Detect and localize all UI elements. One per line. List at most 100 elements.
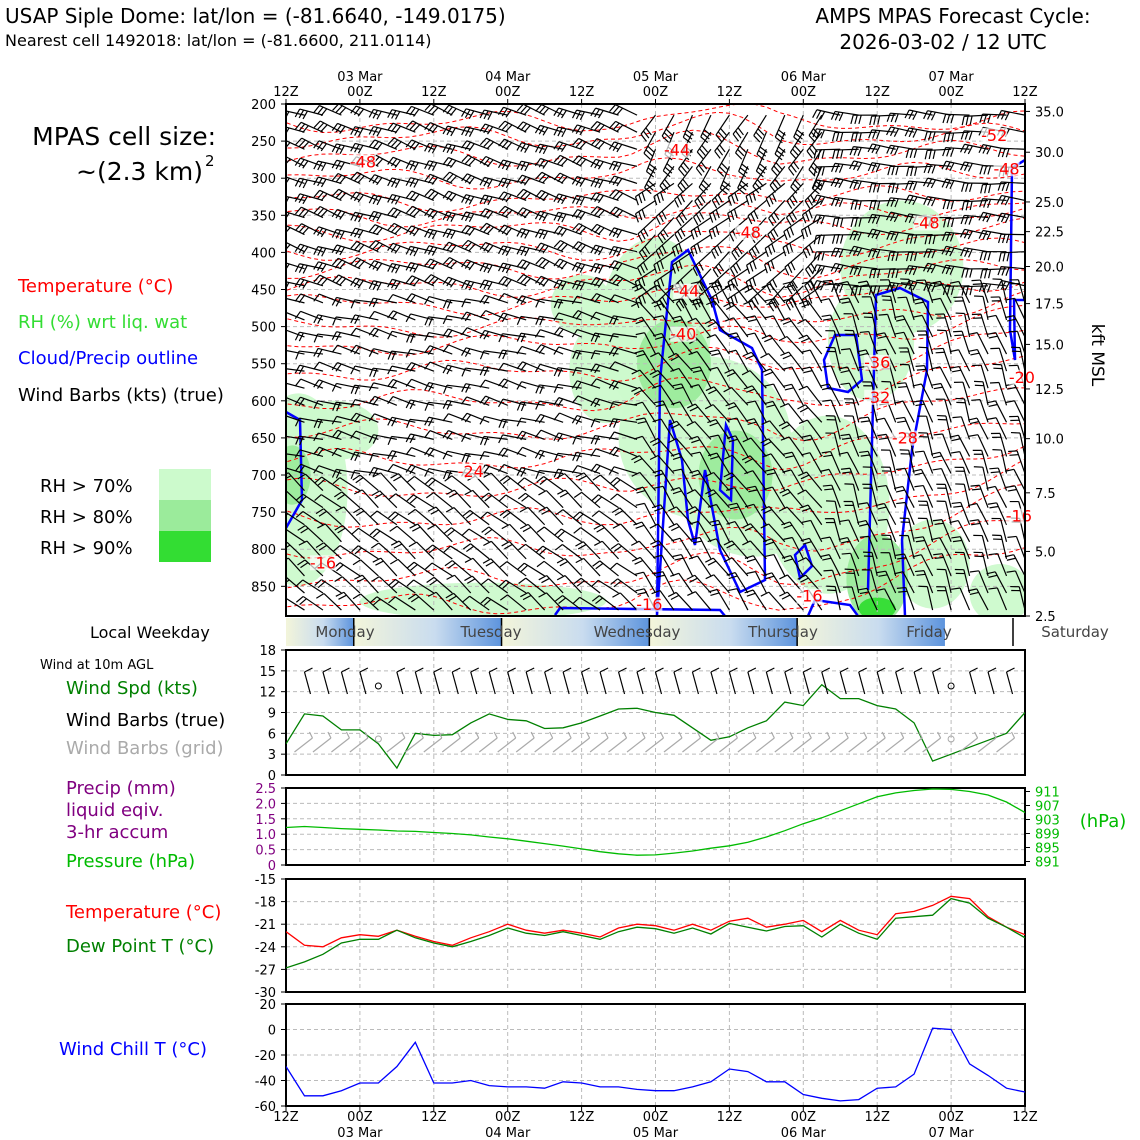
wind-barb: [798, 385, 823, 406]
pressure-tick-label: 700: [251, 469, 276, 484]
temperature-contour-label: -16: [636, 595, 662, 614]
wind-barb: [610, 493, 638, 509]
wind-barb: [793, 114, 805, 144]
wind-barb: [590, 276, 619, 288]
temperature-contour: [286, 157, 1025, 190]
wind-barb: [590, 363, 619, 374]
wind-barb: [286, 435, 305, 440]
wind-barb: [707, 418, 730, 440]
wind-barb: [742, 351, 767, 372]
wind-barb: [294, 157, 324, 169]
wind-barb: [881, 295, 897, 321]
dewpoint-label: Dew Point T (°C): [66, 936, 214, 957]
wind-barb: [649, 454, 675, 474]
wind-barb: [286, 165, 287, 167]
wind-barb: [672, 554, 693, 577]
cross-section-panel: -48 -44 -52 -48 -48 -48 -44 -40 -36 -32 -28 -24 -20 -…: [251, 70, 1107, 625]
wind-barb: [899, 534, 915, 560]
bottom-time-tick-label: 00Z: [791, 1110, 817, 1125]
wind-barb: [590, 463, 619, 475]
top-time-tick-label: 00Z: [791, 85, 817, 100]
wind-barb: [727, 182, 749, 206]
wind-barb: [996, 212, 1025, 224]
wind-barb: [286, 453, 305, 458]
wind-barb: [553, 298, 582, 309]
pressure-tick-label: 600: [251, 395, 276, 410]
wind-barb: [498, 205, 527, 219]
wind-barb: [820, 298, 841, 321]
wind-barb: [880, 466, 897, 491]
wind-barb: [313, 400, 342, 410]
wind-barb: [801, 452, 823, 474]
wind-barb: [368, 297, 397, 308]
wind-barb: [955, 483, 971, 508]
wind-barb: [427, 506, 453, 526]
wind-barb: [557, 489, 583, 509]
wind-barb: [405, 190, 435, 202]
wind-barb: [708, 588, 730, 611]
wind-barb: [896, 467, 915, 491]
wind-barb: [294, 277, 324, 289]
wind-barb: [609, 315, 638, 325]
wind-barb: [442, 190, 471, 202]
wind-barb: [727, 349, 749, 372]
wind-barb: [905, 233, 933, 244]
wind-barb: [571, 295, 601, 305]
wind-barb: [830, 162, 859, 173]
wind-barb: [668, 523, 693, 543]
wind-barb: [861, 296, 878, 321]
wind-barb: [762, 538, 786, 560]
wind-barb: [779, 591, 804, 611]
wind-barb: [424, 477, 453, 492]
wind-barb: [667, 352, 693, 372]
wind-barb: [894, 315, 915, 338]
top-time-tick-label: 00Z: [347, 85, 373, 100]
wind-barb: [798, 471, 823, 491]
top-time-tick-label: 12Z: [864, 85, 890, 100]
wind-barb: [534, 413, 564, 424]
wind-barb: [867, 143, 896, 154]
wind-barb: [651, 299, 675, 321]
wind-barb: [752, 165, 767, 194]
wind-barb: [424, 258, 453, 270]
surface-wind-barb-grid: [645, 731, 665, 753]
wind-barb: [294, 206, 324, 219]
wind-barb: [553, 346, 582, 355]
wind-barb: [778, 506, 804, 526]
wind-barb: [954, 568, 971, 594]
wind-barb: [387, 350, 416, 361]
wind-barb: [497, 398, 527, 408]
surface-wind-barb-grid: [848, 731, 868, 753]
wind-barb: [498, 579, 527, 594]
wind-barb: [498, 378, 527, 389]
wind-spd-label: Wind Spd (kts): [66, 678, 198, 699]
y-tick-label: 3: [268, 748, 276, 763]
wind-barb: [704, 318, 730, 338]
temperature-contour: [286, 355, 1025, 412]
wind-barb: [914, 484, 934, 508]
wind-barb: [923, 248, 952, 259]
pressure-tick-label: 903: [1035, 814, 1060, 829]
wind-barb: [368, 260, 398, 272]
wind-barb: [405, 362, 435, 372]
wind-barb: [942, 113, 970, 124]
wind-barb: [789, 131, 804, 160]
wind-barb: [893, 485, 915, 508]
surface-wind-barb: [839, 667, 849, 695]
wind-barb: [709, 199, 730, 223]
wind-barb: [849, 179, 878, 190]
temperature-line: [286, 895, 1025, 948]
wind-barb: [636, 251, 656, 276]
wind-barb: [987, 417, 1008, 440]
wind-barb: [331, 362, 361, 372]
wind-barb: [670, 572, 693, 594]
wind-barb: [950, 365, 971, 389]
bottom-date-label: 05 Mar: [633, 1126, 679, 1140]
wind-barb: [518, 577, 546, 594]
wind-barb: [951, 536, 971, 560]
wind-barb: [652, 469, 675, 491]
top-time-tick-label: 12Z: [1012, 85, 1038, 100]
wind-barb: [536, 560, 564, 577]
weekday-segment: [797, 618, 945, 646]
wind-barb: [608, 361, 638, 372]
